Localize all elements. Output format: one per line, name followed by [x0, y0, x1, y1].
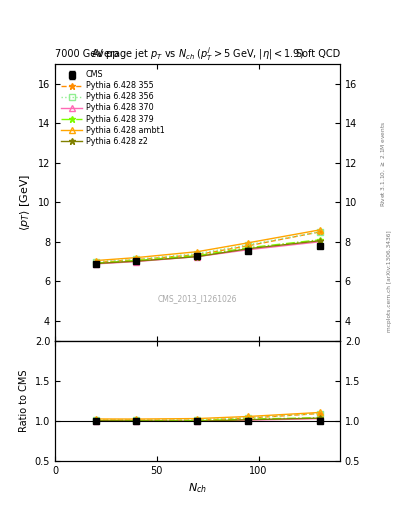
Pythia 6.428 355: [317, 229, 322, 235]
Pythia 6.428 ambt1: [134, 254, 139, 261]
Pythia 6.428 ambt1: [317, 227, 322, 233]
Pythia 6.428 370: [317, 239, 322, 245]
Pythia 6.428 355: [195, 251, 200, 258]
Pythia 6.428 ambt1: [195, 249, 200, 255]
Line: Pythia 6.428 379: Pythia 6.428 379: [92, 237, 323, 267]
Text: mcplots.cern.ch [arXiv:1306.3436]: mcplots.cern.ch [arXiv:1306.3436]: [387, 231, 392, 332]
Pythia 6.428 z2: [94, 261, 98, 267]
Pythia 6.428 355: [246, 243, 251, 249]
Pythia 6.428 379: [94, 260, 98, 266]
Pythia 6.428 z2: [317, 238, 322, 244]
Line: Pythia 6.428 ambt1: Pythia 6.428 ambt1: [92, 226, 323, 264]
Pythia 6.428 356: [317, 229, 322, 235]
Pythia 6.428 ambt1: [246, 240, 251, 246]
Pythia 6.428 z2: [195, 253, 200, 260]
Line: Pythia 6.428 370: Pythia 6.428 370: [92, 238, 323, 267]
Line: Pythia 6.428 356: Pythia 6.428 356: [92, 228, 323, 265]
Pythia 6.428 379: [195, 252, 200, 259]
Y-axis label: Ratio to CMS: Ratio to CMS: [19, 370, 29, 432]
Pythia 6.428 370: [94, 261, 98, 267]
Pythia 6.428 379: [317, 237, 322, 243]
Pythia 6.428 356: [94, 259, 98, 265]
X-axis label: $N_{ch}$: $N_{ch}$: [188, 481, 207, 495]
Y-axis label: $\langle p_T \rangle$ [GeV]: $\langle p_T \rangle$ [GeV]: [18, 174, 32, 231]
Text: CMS_2013_I1261026: CMS_2013_I1261026: [158, 294, 237, 304]
Pythia 6.428 356: [134, 256, 139, 262]
Text: 7000 GeV pp: 7000 GeV pp: [55, 49, 119, 59]
Pythia 6.428 370: [246, 247, 251, 253]
Pythia 6.428 370: [195, 253, 200, 260]
Pythia 6.428 355: [94, 260, 98, 266]
Line: Pythia 6.428 355: Pythia 6.428 355: [92, 228, 323, 266]
Pythia 6.428 z2: [246, 246, 251, 252]
Text: Rivet 3.1.10, $\geq$ 2.1M events: Rivet 3.1.10, $\geq$ 2.1M events: [379, 121, 387, 207]
Pythia 6.428 355: [134, 257, 139, 263]
Title: Average jet $p_T$ vs $N_{ch}$ ($p^j_T$$>$5 GeV, $|\eta|$$<$1.9): Average jet $p_T$ vs $N_{ch}$ ($p^j_T$$>…: [91, 46, 304, 63]
Text: Soft QCD: Soft QCD: [296, 49, 340, 59]
Pythia 6.428 379: [134, 258, 139, 264]
Legend: CMS, Pythia 6.428 355, Pythia 6.428 356, Pythia 6.428 370, Pythia 6.428 379, Pyt: CMS, Pythia 6.428 355, Pythia 6.428 356,…: [59, 68, 167, 148]
Pythia 6.428 ambt1: [94, 258, 98, 264]
Line: Pythia 6.428 z2: Pythia 6.428 z2: [92, 238, 323, 267]
Pythia 6.428 370: [134, 259, 139, 265]
Pythia 6.428 356: [195, 250, 200, 257]
Pythia 6.428 356: [246, 242, 251, 248]
Pythia 6.428 z2: [134, 258, 139, 264]
Pythia 6.428 379: [246, 245, 251, 251]
